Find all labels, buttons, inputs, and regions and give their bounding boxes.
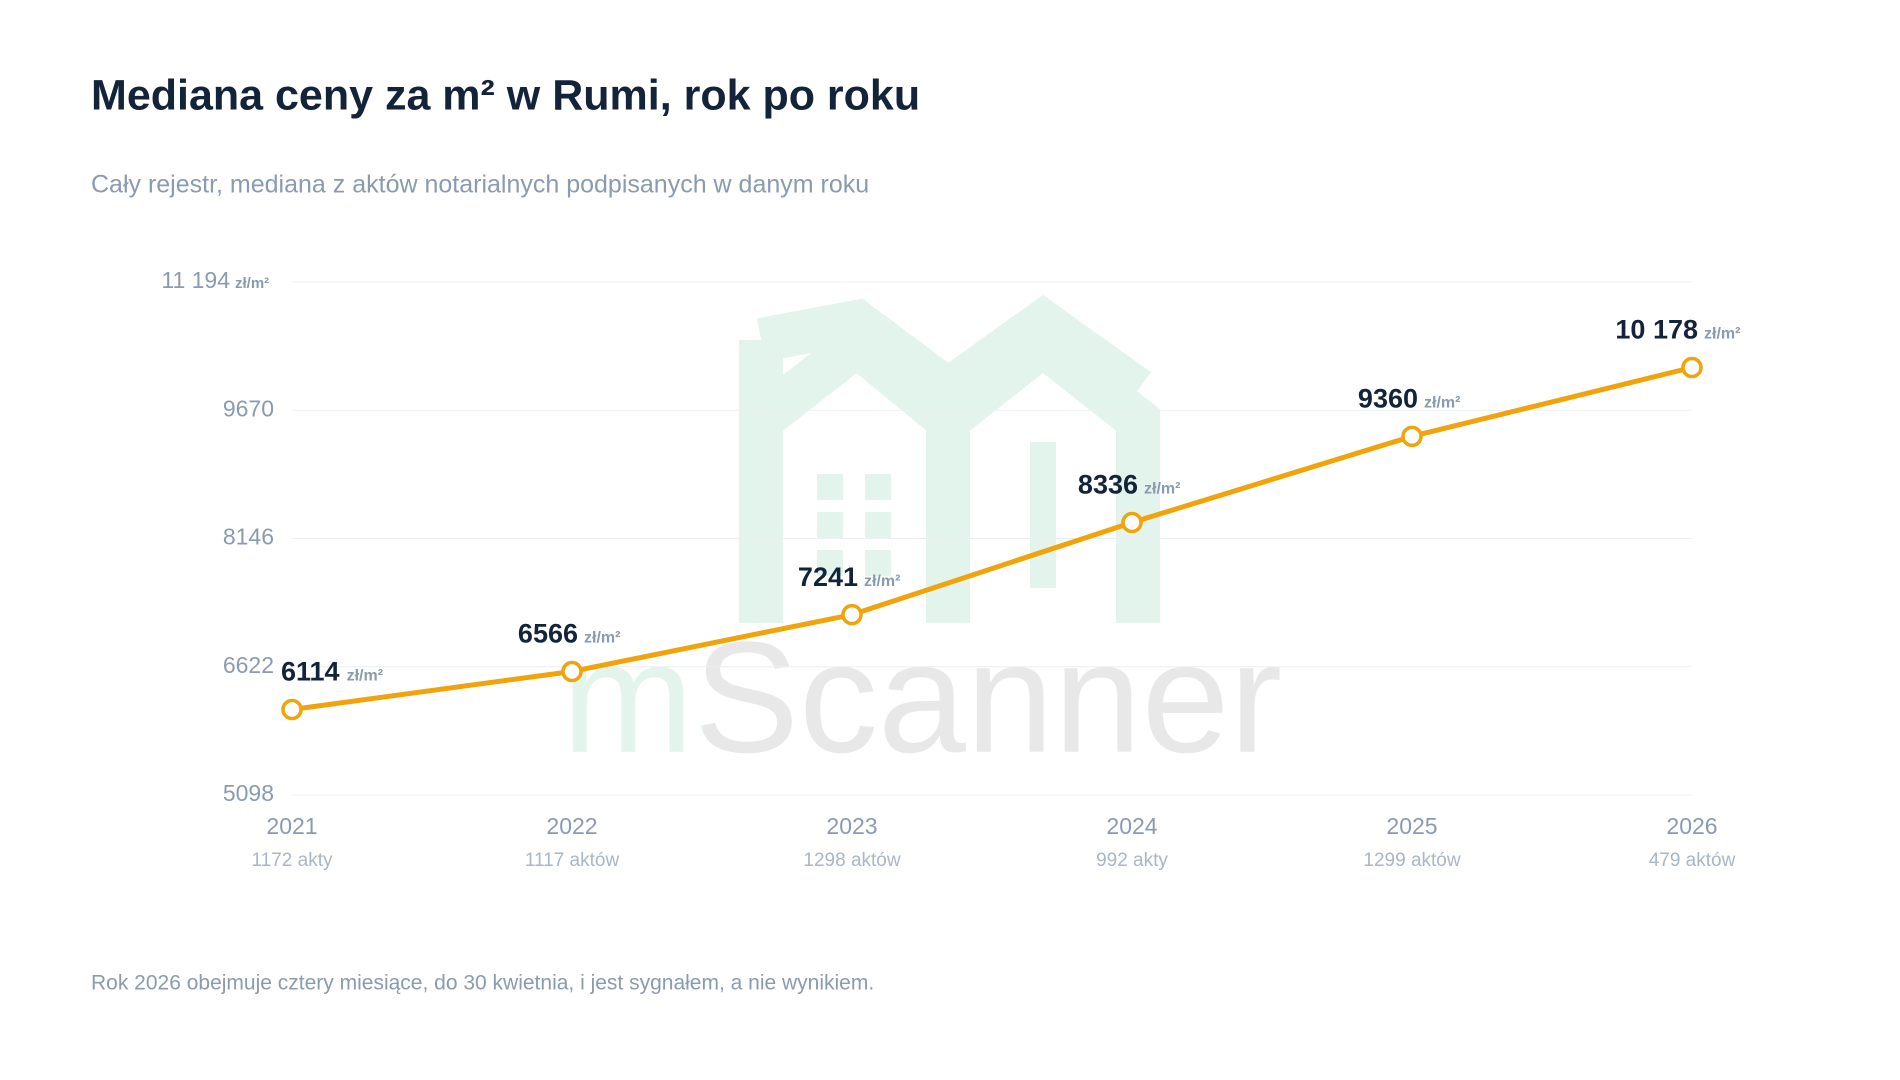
x-tick-label: 2024 xyxy=(1106,813,1157,839)
y-tick-label: 8146 xyxy=(223,524,274,550)
value-label: 10 178 xyxy=(1615,315,1698,345)
point xyxy=(1401,425,1423,448)
x-tick-sublabel: 1299 aktów xyxy=(1363,850,1460,871)
x-tick-label: 2021 xyxy=(266,813,317,839)
x-tick-sublabel: 479 aktów xyxy=(1649,850,1736,871)
x-tick-sublabel: 1172 akty xyxy=(252,850,333,871)
y-tick-unit: zł/m² xyxy=(235,275,269,292)
point xyxy=(281,698,303,721)
footnote: Rok 2026 obejmuje cztery miesiące, do 30… xyxy=(91,972,874,995)
y-tick-label: 11 194 xyxy=(161,267,230,293)
value-label: 7241 xyxy=(798,562,858,592)
point xyxy=(561,660,583,683)
point xyxy=(1121,511,1143,534)
point xyxy=(1681,356,1703,379)
watermark: mScanner xyxy=(562,610,1282,786)
y-tick-label: 9670 xyxy=(223,395,274,421)
x-tick-label: 2022 xyxy=(546,813,597,839)
value-label: 6566 xyxy=(518,619,578,649)
value-unit: zł/m² xyxy=(1704,326,1740,343)
value-label: 8336 xyxy=(1078,470,1138,500)
value-label: 9360 xyxy=(1358,383,1418,413)
value-label: 6114 xyxy=(281,657,340,687)
y-tick-label: 5098 xyxy=(223,780,274,806)
x-tick-label: 2026 xyxy=(1666,813,1717,839)
value-unit: zł/m² xyxy=(584,630,620,647)
value-unit: zł/m² xyxy=(1144,481,1180,498)
y-tick-label: 6622 xyxy=(223,652,274,678)
value-unit: zł/m² xyxy=(1424,395,1460,412)
x-tick-sublabel: 1298 aktów xyxy=(803,850,900,871)
point xyxy=(841,603,863,626)
x-tick-sublabel: 1117 aktów xyxy=(525,850,620,871)
line xyxy=(291,365,1693,712)
x-tick-sublabel: 992 akty xyxy=(1096,850,1168,871)
x-tick-label: 2025 xyxy=(1386,813,1437,839)
chart-title: Mediana ceny za m² w Rumi, rok po roku xyxy=(91,71,920,119)
watermark-house xyxy=(739,294,1160,623)
x-tick-label: 2023 xyxy=(826,813,877,839)
watermark-windows xyxy=(817,442,1056,588)
value-unit: zł/m² xyxy=(347,668,383,685)
chart-subtitle: Cały rejestr, mediana z aktów notarialny… xyxy=(91,171,869,199)
value-unit: zł/m² xyxy=(864,573,900,590)
